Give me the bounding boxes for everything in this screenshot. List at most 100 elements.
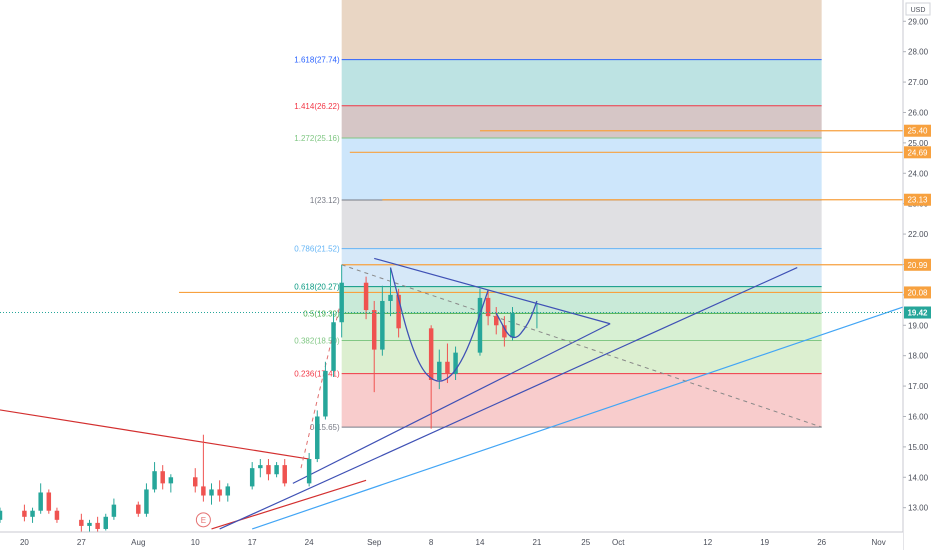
time-tick-label: Oct	[612, 538, 625, 547]
time-tick-label: 20	[20, 538, 29, 547]
price-tick-label: 14.00	[908, 473, 929, 482]
candle-body	[388, 294, 393, 301]
horizontal-lines[interactable]	[178, 130, 903, 294]
fib-level-label: 1.618(27.74)	[294, 56, 340, 65]
candle	[445, 343, 450, 384]
candle-body	[380, 300, 385, 350]
candle	[87, 519, 92, 532]
fib-level-label: 0.5(19.39)	[303, 309, 340, 318]
candle-body	[331, 322, 336, 371]
candle-body	[315, 416, 320, 460]
fib-level-label: 1.414(26.22)	[294, 102, 340, 111]
candle	[193, 468, 198, 493]
candle-body	[79, 519, 84, 526]
candle	[79, 513, 84, 532]
trendline	[0, 409, 310, 460]
fib-zone-1-272	[341, 105, 822, 139]
candle-body	[38, 492, 43, 511]
line-price-label: 24.69	[907, 148, 928, 157]
line-price-badge	[904, 286, 931, 299]
candle-body	[193, 477, 198, 487]
time-tick-label: 24	[305, 538, 314, 547]
candle	[46, 489, 52, 514]
candle	[152, 462, 157, 493]
candle	[168, 474, 174, 493]
price-tick-label: 29.00	[908, 17, 929, 26]
candle	[388, 267, 393, 317]
candle	[331, 313, 336, 377]
fib-zone-0-786	[341, 200, 822, 249]
price-tick-label: 28.00	[908, 48, 929, 57]
candle-body	[217, 489, 222, 496]
candle	[437, 349, 442, 390]
candle-body	[339, 282, 344, 323]
candle	[453, 346, 458, 380]
fib-zone-0-382	[341, 313, 822, 341]
price-axis[interactable]: 13.0014.0015.0016.0017.0018.0019.0020.00…	[902, 0, 932, 550]
price-tick-label: 16.00	[908, 412, 929, 421]
fib-level-label: 0.236(17.41)	[294, 370, 340, 379]
line-price-badge	[904, 146, 931, 159]
candle	[249, 462, 255, 490]
line-price-label: 20.99	[907, 261, 928, 270]
candle-body	[258, 465, 263, 469]
candle	[54, 507, 60, 523]
candle	[103, 513, 108, 531]
time-tick-label: 12	[703, 538, 712, 547]
price-tick-label: 22.00	[908, 230, 929, 239]
candle	[136, 501, 141, 517]
price-tick-label: 27.00	[908, 78, 929, 87]
candle-body	[306, 459, 312, 484]
candle-body	[485, 297, 491, 317]
earnings-marker	[195, 512, 211, 528]
candle-body	[282, 465, 287, 484]
time-axis-bg	[0, 532, 903, 550]
candle-body	[30, 510, 35, 517]
time-tick-label: 8	[429, 538, 434, 547]
time-tick-label: 19	[760, 538, 769, 547]
time-tick-label: 27	[77, 538, 86, 547]
candle	[0, 507, 3, 523]
candle-body	[510, 313, 515, 338]
candle	[274, 462, 279, 478]
candle-body	[152, 471, 157, 490]
price-tick-label: 24.00	[908, 169, 929, 178]
fib-zone-1-618	[341, 0, 822, 60]
candle-body	[54, 510, 60, 520]
last-price-badge	[904, 306, 931, 319]
fibonacci-retracement[interactable]: 0(15.65) 0.236(17.41) 0.382(18.50) 0.5(19.3…	[294, 0, 822, 432]
fib-zone-1-414	[341, 59, 822, 106]
candle-body	[371, 310, 377, 350]
line-price-badge	[904, 258, 931, 271]
candle-body	[103, 516, 108, 529]
candle	[258, 459, 263, 478]
time-tick-label: 21	[532, 538, 541, 547]
price-tick-label: 13.00	[908, 504, 929, 513]
currency-badge	[905, 2, 931, 16]
candle-body	[437, 361, 442, 380]
candle-body	[477, 297, 483, 353]
price-tick-label: 18.00	[908, 352, 929, 361]
line-price-label: 20.08	[907, 288, 928, 297]
candle	[266, 459, 271, 481]
candle	[225, 483, 231, 502]
candle-body	[22, 510, 27, 517]
candle-body	[209, 489, 214, 496]
time-axis[interactable]: 20 27 Aug 10 17 24 Sep 8 14 21 25 Oct 12 19 26 Nov	[0, 531, 903, 550]
candle-body	[46, 492, 52, 511]
candle	[30, 507, 35, 523]
price-axis-bg	[903, 0, 932, 550]
candle	[315, 410, 320, 463]
fib-level-label: 1.272(25.16)	[294, 134, 340, 143]
candle-body	[249, 468, 255, 487]
candle	[534, 304, 540, 329]
price-axis-labels: 25.40 24.69 23.13 20.99 20.08 19.42	[904, 124, 931, 319]
candle	[111, 498, 117, 520]
cup-and-handle-drawing[interactable]: E	[195, 267, 538, 528]
fib-level-label: 0.382(18.50)	[294, 336, 340, 345]
candle-body	[428, 328, 434, 380]
candle-body	[445, 361, 450, 374]
candle	[201, 434, 206, 502]
time-tick-label: Sep	[367, 538, 382, 547]
